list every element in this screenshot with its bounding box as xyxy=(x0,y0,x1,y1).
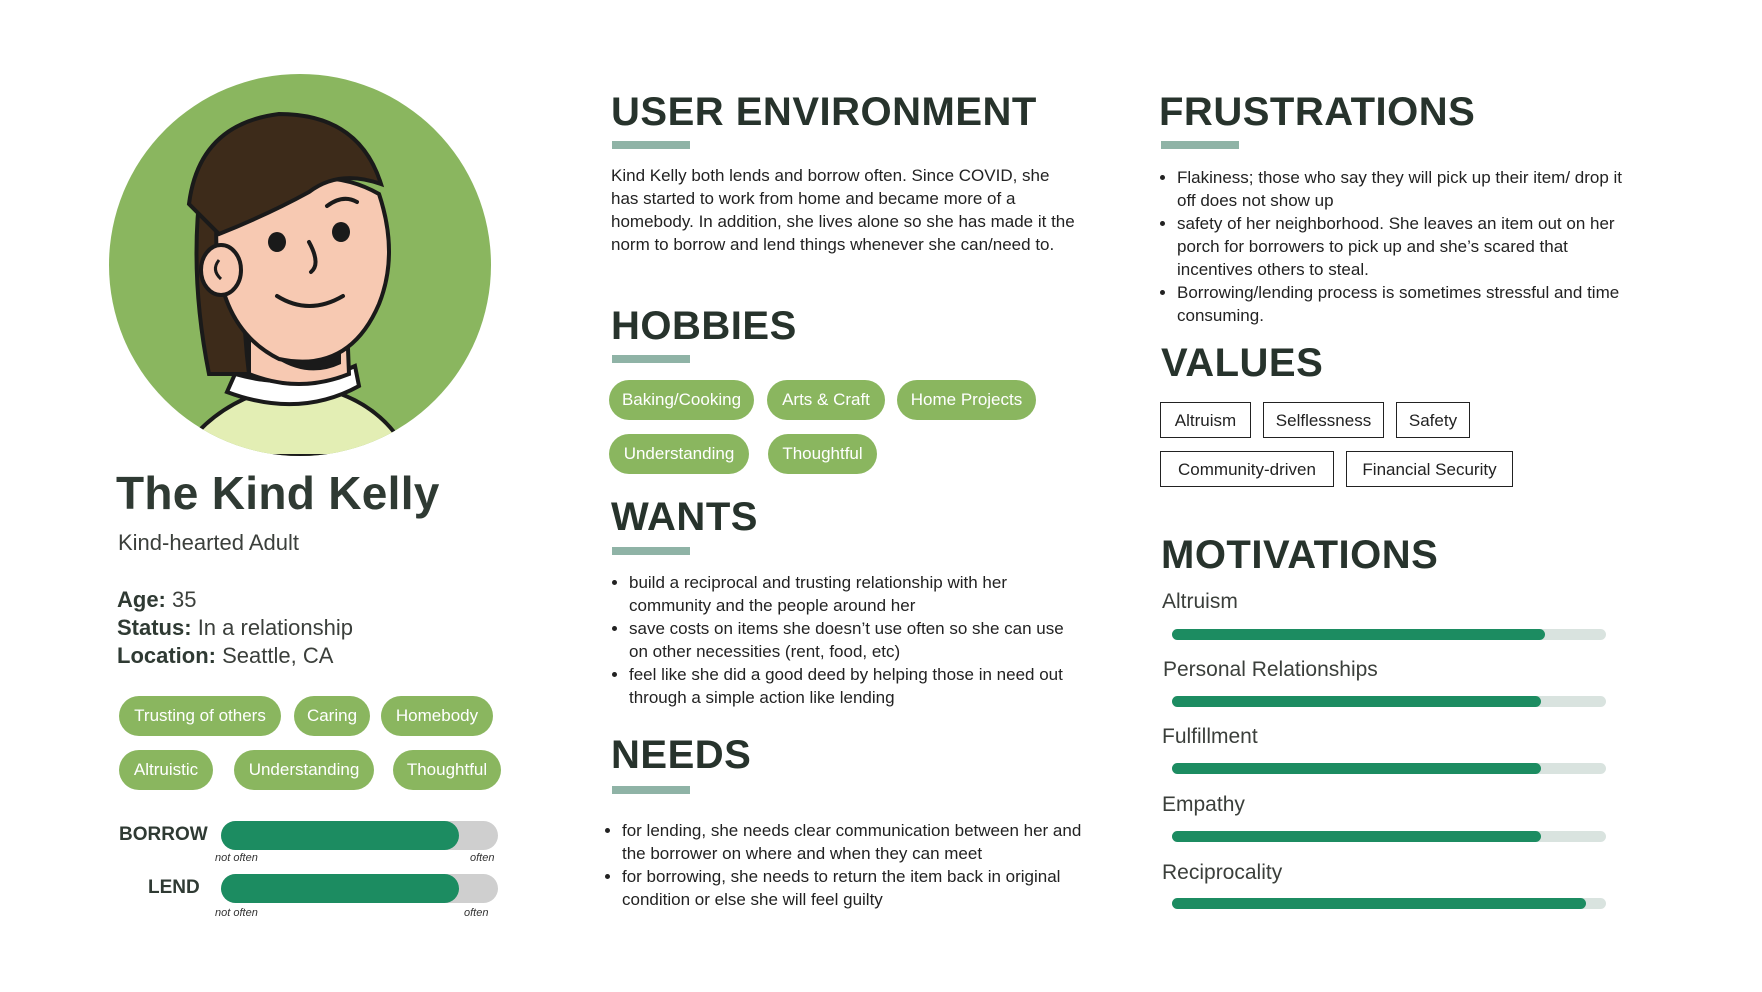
woman-face-icon xyxy=(176,111,412,456)
location-label: Location: xyxy=(117,643,216,668)
lend-max-label: often xyxy=(464,907,489,919)
hobby-pill: Thoughtful xyxy=(768,434,877,474)
needs-list: for lending, she needs clear communicati… xyxy=(604,819,1094,911)
motivation-label: Empathy xyxy=(1162,793,1245,816)
motivation-bar xyxy=(1172,696,1606,707)
status-row: Status: In a relationship xyxy=(117,615,353,641)
borrow-label: BORROW xyxy=(119,824,208,845)
wants-list: build a reciprocal and trusting relation… xyxy=(611,571,1081,709)
age-value: 35 xyxy=(172,587,197,612)
age-label: Age: xyxy=(117,587,166,612)
hobbies-title: HOBBIES xyxy=(611,304,797,348)
section-underline xyxy=(1161,141,1239,149)
hobby-pill: Baking/Cooking xyxy=(609,380,754,420)
persona-name: The Kind Kelly xyxy=(116,467,440,519)
motivation-label: Fulfillment xyxy=(1162,725,1258,748)
trait-pill: Homebody xyxy=(381,696,493,736)
frustration-item: Flakiness; those who say they will pick … xyxy=(1177,166,1629,212)
motivation-bar xyxy=(1172,898,1606,909)
motivations-title: MOTIVATIONS xyxy=(1161,533,1439,577)
motivation-bar-fill xyxy=(1172,629,1546,640)
hobby-pill: Arts & Craft xyxy=(767,380,885,420)
needs-title: NEEDS xyxy=(611,733,752,777)
section-underline xyxy=(612,786,690,794)
motivation-bar xyxy=(1172,831,1606,842)
trait-pill: Understanding xyxy=(234,750,374,790)
borrow-scale xyxy=(221,821,498,850)
motivation-bar-fill xyxy=(1172,696,1541,707)
borrow-max-label: often xyxy=(470,852,495,864)
section-underline xyxy=(612,355,690,363)
wants-title: WANTS xyxy=(611,495,758,539)
borrow-min-label: not often xyxy=(215,852,258,864)
motivation-bar-fill xyxy=(1172,831,1541,842)
hobby-pill: Understanding xyxy=(609,434,749,474)
trait-pill: Altruistic xyxy=(119,750,213,790)
need-item: for lending, she needs clear communicati… xyxy=(622,819,1094,865)
frustration-item: safety of her neighborhood. She leaves a… xyxy=(1177,212,1629,281)
want-item: save costs on items she doesn’t use ofte… xyxy=(629,617,1081,663)
user-environment-title: USER ENVIRONMENT xyxy=(611,90,1037,134)
lend-label: LEND xyxy=(148,877,200,898)
persona-avatar xyxy=(109,74,491,456)
value-tag: Community-driven xyxy=(1160,451,1334,487)
trait-pill: Thoughtful xyxy=(393,750,501,790)
lend-min-label: not often xyxy=(215,907,258,919)
value-tag: Safety xyxy=(1396,402,1470,438)
value-tag: Altruism xyxy=(1160,402,1251,438)
hobby-pill: Home Projects xyxy=(897,380,1036,420)
frustrations-title: FRUSTRATIONS xyxy=(1159,90,1476,134)
motivation-label: Personal Relationships xyxy=(1163,658,1378,681)
section-underline xyxy=(612,547,690,555)
motivation-bar-fill xyxy=(1172,898,1587,909)
persona-subtitle: Kind-hearted Adult xyxy=(118,530,300,555)
trait-pill: Trusting of others xyxy=(119,696,281,736)
motivation-bar xyxy=(1172,763,1606,774)
location-row: Location: Seattle, CA xyxy=(117,643,333,669)
status-value: In a relationship xyxy=(197,615,354,640)
frustration-item: Borrowing/lending process is sometimes s… xyxy=(1177,281,1629,327)
age-row: Age: 35 xyxy=(117,587,197,613)
need-item: for borrowing, she needs to return the i… xyxy=(622,865,1094,911)
value-tag: Selflessness xyxy=(1263,402,1384,438)
borrow-scale-fill xyxy=(221,821,460,850)
section-underline xyxy=(612,141,690,149)
lend-scale xyxy=(221,874,498,903)
want-item: feel like she did a good deed by helping… xyxy=(629,663,1081,709)
motivation-label: Reciprocality xyxy=(1162,861,1283,884)
trait-pill: Caring xyxy=(294,696,370,736)
lend-scale-fill xyxy=(221,874,460,903)
location-value: Seattle, CA xyxy=(222,643,334,668)
frustrations-list: Flakiness; those who say they will pick … xyxy=(1159,166,1629,327)
value-tag: Financial Security xyxy=(1346,451,1513,487)
motivation-bar-fill xyxy=(1172,763,1541,774)
status-label: Status: xyxy=(117,615,192,640)
motivation-label: Altruism xyxy=(1162,590,1238,613)
motivation-bar xyxy=(1172,629,1606,640)
want-item: build a reciprocal and trusting relation… xyxy=(629,571,1081,617)
user-environment-text: Kind Kelly both lends and borrow often. … xyxy=(611,166,1075,254)
values-title: VALUES xyxy=(1161,341,1324,385)
